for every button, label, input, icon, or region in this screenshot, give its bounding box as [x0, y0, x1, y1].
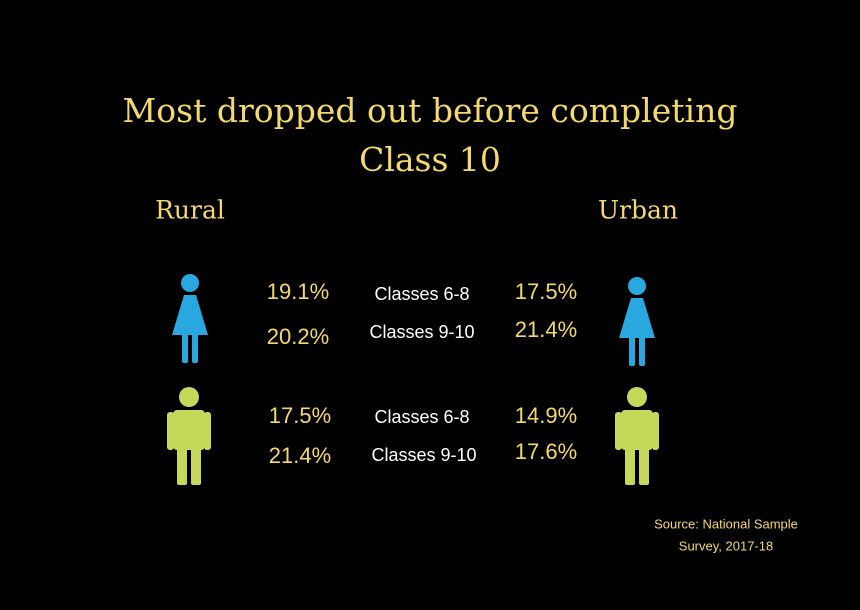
column-heading: Urban	[598, 196, 678, 225]
rural-value: 20.2%	[267, 324, 329, 349]
class-label: Classes 9-10	[371, 445, 476, 465]
source-line: Survey, 2017-18	[679, 538, 773, 553]
source-line: Source: National Sample	[654, 516, 798, 531]
urban-value: 17.5%	[515, 279, 577, 304]
class-label: Classes 6-8	[374, 284, 469, 304]
urban-value: 14.9%	[515, 403, 577, 428]
title-line: Class 10	[359, 140, 501, 179]
rural-value: 21.4%	[269, 443, 331, 468]
class-label: Classes 6-8	[374, 407, 469, 427]
title-line: Most dropped out before completing	[123, 91, 738, 130]
class-label: Classes 9-10	[369, 322, 474, 342]
urban-value: 17.6%	[515, 439, 577, 464]
column-heading: Rural	[155, 196, 225, 225]
rural-value: 19.1%	[267, 279, 329, 304]
urban-value: 21.4%	[515, 317, 577, 342]
rural-value: 17.5%	[269, 403, 331, 428]
